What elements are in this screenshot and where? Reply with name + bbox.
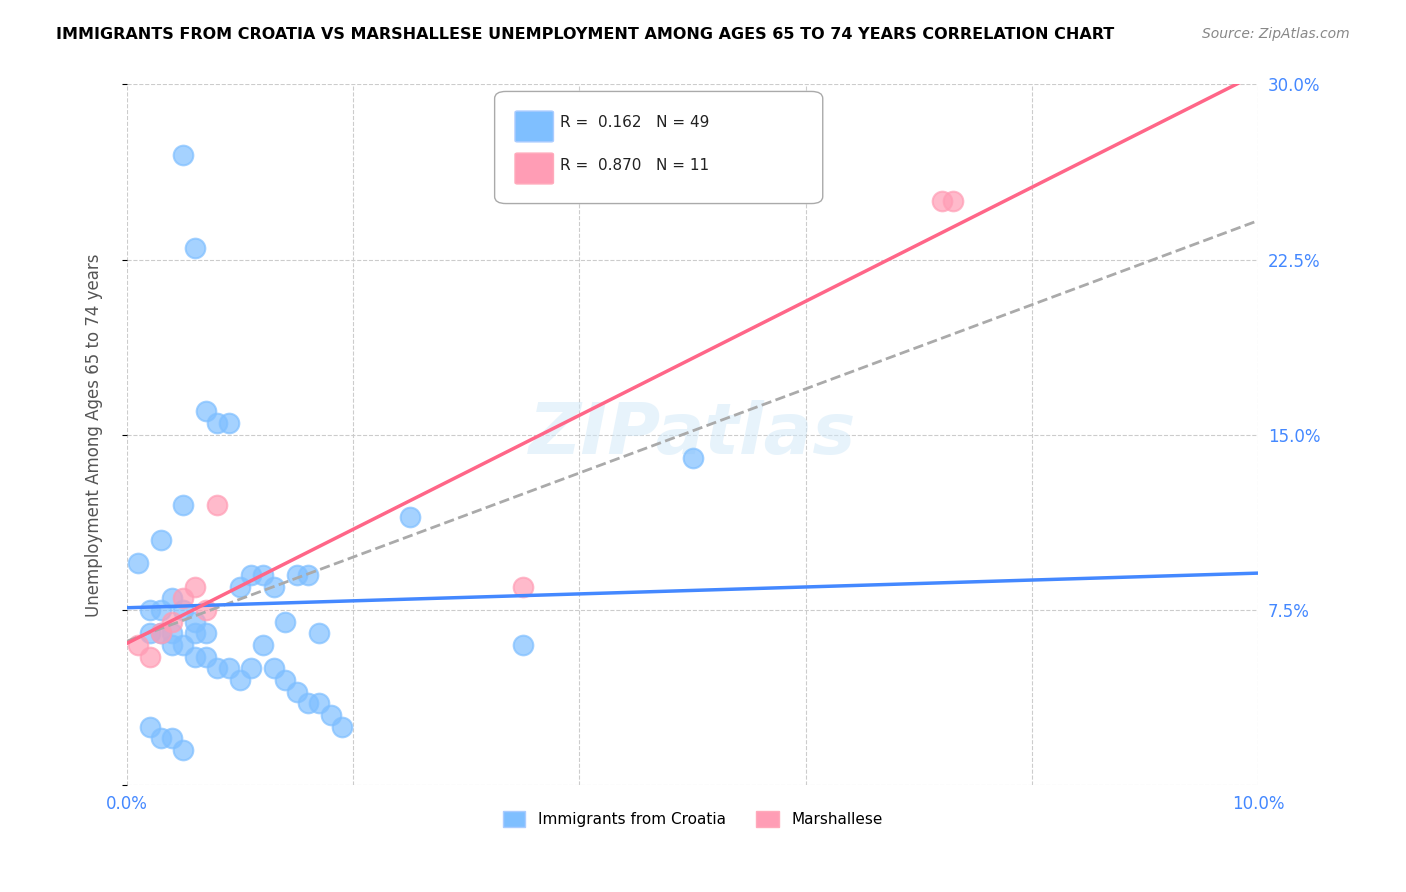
Point — [218, 661, 240, 675]
Point — [252, 638, 274, 652]
Point — [138, 649, 160, 664]
Point — [160, 638, 183, 652]
Point — [160, 731, 183, 746]
Point — [149, 731, 172, 746]
Point — [308, 697, 330, 711]
Point — [274, 673, 297, 687]
Point — [173, 603, 195, 617]
Point — [252, 568, 274, 582]
Point — [207, 498, 229, 512]
Point — [229, 673, 252, 687]
Point — [160, 626, 183, 640]
Point — [240, 568, 263, 582]
Point — [308, 626, 330, 640]
Point — [207, 661, 229, 675]
Point — [274, 615, 297, 629]
Point — [319, 708, 342, 723]
FancyBboxPatch shape — [515, 112, 554, 142]
Point — [184, 626, 207, 640]
Point — [173, 498, 195, 512]
Point — [195, 603, 218, 617]
Point — [207, 416, 229, 430]
Point — [285, 684, 308, 698]
Point — [512, 580, 534, 594]
Point — [138, 603, 160, 617]
Point — [173, 638, 195, 652]
FancyBboxPatch shape — [495, 92, 823, 203]
Point — [173, 591, 195, 606]
Point — [127, 556, 149, 570]
Point — [173, 743, 195, 757]
Text: Source: ZipAtlas.com: Source: ZipAtlas.com — [1202, 27, 1350, 41]
Y-axis label: Unemployment Among Ages 65 to 74 years: Unemployment Among Ages 65 to 74 years — [86, 253, 103, 616]
Point — [127, 638, 149, 652]
Point — [160, 615, 183, 629]
Point — [149, 533, 172, 547]
Legend: Immigrants from Croatia, Marshallese: Immigrants from Croatia, Marshallese — [496, 805, 889, 833]
Text: ZIPatlas: ZIPatlas — [529, 401, 856, 469]
Point — [297, 697, 319, 711]
Point — [263, 580, 285, 594]
Point — [682, 451, 704, 466]
Point — [263, 661, 285, 675]
Point — [942, 194, 965, 209]
Text: R =  0.870   N = 11: R = 0.870 N = 11 — [560, 158, 710, 172]
Point — [184, 580, 207, 594]
Point — [149, 626, 172, 640]
Point — [160, 591, 183, 606]
Point — [240, 661, 263, 675]
Point — [931, 194, 953, 209]
Point — [138, 626, 160, 640]
Point — [195, 404, 218, 418]
Point — [184, 615, 207, 629]
Point — [149, 626, 172, 640]
Point — [173, 147, 195, 161]
Point — [138, 720, 160, 734]
Point — [512, 638, 534, 652]
Point — [149, 603, 172, 617]
Point — [285, 568, 308, 582]
Point — [184, 241, 207, 255]
Point — [184, 649, 207, 664]
Point — [398, 509, 420, 524]
Point — [229, 580, 252, 594]
Point — [195, 626, 218, 640]
Point — [218, 416, 240, 430]
FancyBboxPatch shape — [515, 153, 554, 184]
Text: R =  0.162   N = 49: R = 0.162 N = 49 — [560, 115, 710, 130]
Text: IMMIGRANTS FROM CROATIA VS MARSHALLESE UNEMPLOYMENT AMONG AGES 65 TO 74 YEARS CO: IMMIGRANTS FROM CROATIA VS MARSHALLESE U… — [56, 27, 1115, 42]
Point — [297, 568, 319, 582]
Point — [195, 649, 218, 664]
Point — [330, 720, 353, 734]
